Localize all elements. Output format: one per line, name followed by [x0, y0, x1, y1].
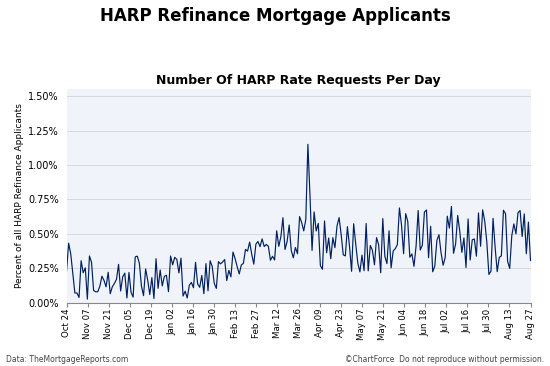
Text: HARP Refinance Mortgage Applicants: HARP Refinance Mortgage Applicants [100, 7, 450, 25]
Text: ©ChartForce  Do not reproduce without permission.: ©ChartForce Do not reproduce without per… [345, 355, 544, 364]
Text: Data: TheMortgageReports.com: Data: TheMortgageReports.com [6, 355, 128, 364]
Title: Number Of HARP Rate Requests Per Day: Number Of HARP Rate Requests Per Day [156, 74, 441, 87]
Y-axis label: Percent of all HARP Refinance Applicants: Percent of all HARP Refinance Applicants [15, 104, 24, 288]
